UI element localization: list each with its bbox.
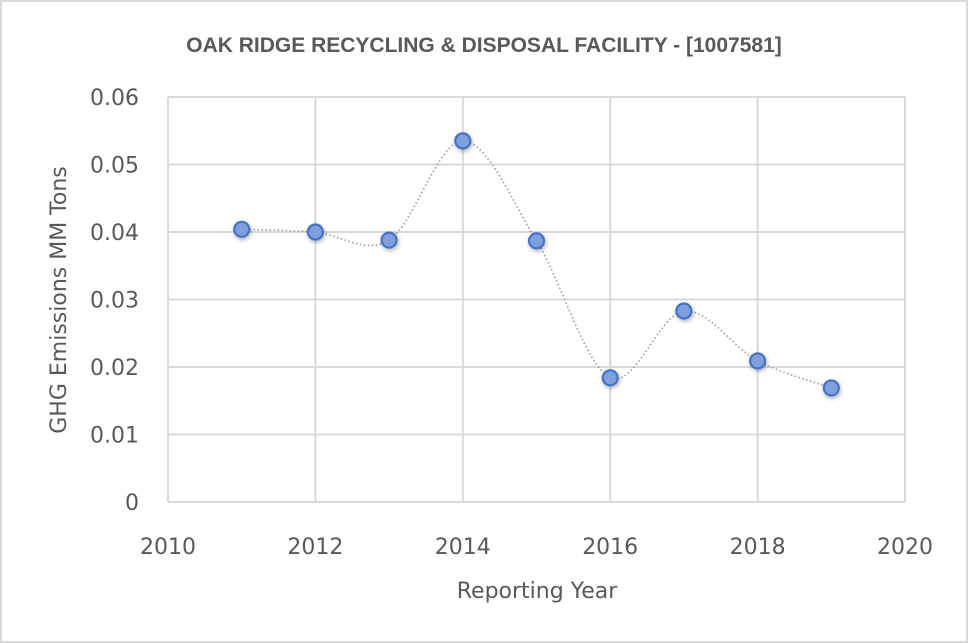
data-point-2018: [748, 352, 767, 370]
x-axis-ticks: 2010 2012 2014 2016 2018 2020: [140, 535, 933, 560]
data-point-2011: [233, 220, 251, 238]
data-markers: [233, 132, 840, 397]
x-tick-label: 2010: [140, 535, 196, 560]
y-tick-label: 0.02: [90, 356, 139, 381]
data-point-2017: [675, 302, 693, 320]
series-line: [241, 140, 832, 389]
data-point-2019: [822, 379, 840, 397]
y-axis-title: GHG Emissions MM Tons: [47, 166, 72, 434]
gridlines: [167, 96, 906, 503]
x-tick-label: 2018: [730, 535, 786, 560]
data-point-2013: [380, 231, 398, 249]
y-tick-label: 0.06: [90, 86, 139, 111]
data-point-2016: [601, 369, 619, 387]
data-point-2014: [454, 132, 472, 150]
y-tick-label: 0.05: [90, 154, 139, 179]
y-tick-label: 0.04: [90, 221, 139, 246]
data-point-2015: [527, 232, 546, 250]
y-axis-ticks: 0 0.01 0.02 0.03 0.04 0.05 0.06: [90, 86, 139, 516]
y-tick-label: 0.01: [90, 424, 139, 449]
x-tick-label: 2020: [877, 535, 933, 560]
x-tick-label: 2016: [582, 535, 638, 560]
chart-title: OAK RIDGE RECYCLING & DISPOSAL FACILITY …: [186, 34, 782, 57]
y-tick-label: 0: [125, 491, 139, 516]
x-axis-title: Reporting Year: [457, 579, 618, 604]
x-tick-label: 2012: [287, 535, 343, 560]
data-point-2012: [306, 223, 324, 241]
y-tick-label: 0.03: [90, 289, 139, 314]
x-tick-label: 2014: [435, 535, 491, 560]
